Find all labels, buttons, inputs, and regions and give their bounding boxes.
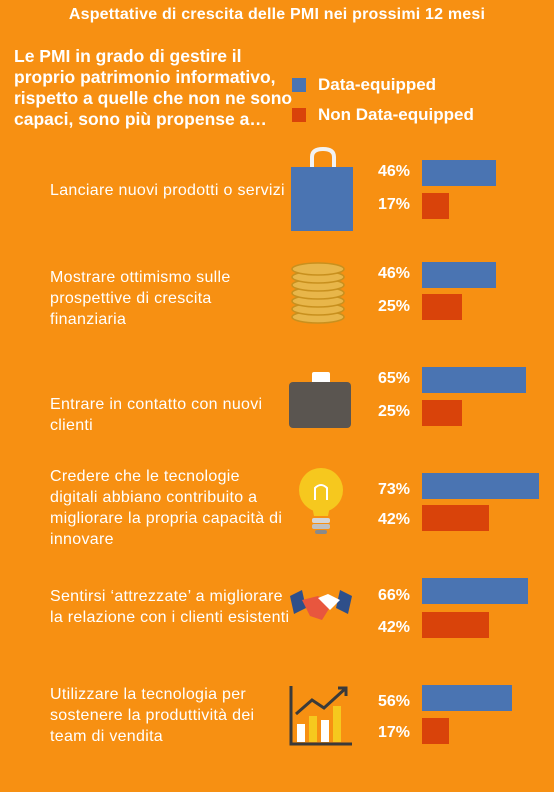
chart-row-2: Mostrare ottimismo sulle prospettive di …: [0, 255, 554, 365]
intro-text: Le PMI in grado di gestire il proprio pa…: [14, 46, 293, 129]
bar-data-equipped: [422, 160, 496, 186]
category-label: Lanciare nuovi prodotti o servizi: [50, 182, 285, 199]
category-label: Utilizzare la tecnologia per sostenere l…: [50, 686, 255, 745]
value-label-data-equipped: 66%: [377, 587, 411, 604]
value-label-data-equipped: 73%: [377, 481, 411, 498]
value-label-data-equipped: 65%: [377, 370, 411, 387]
shopping-bag-icon: [288, 145, 358, 240]
value-label-non-data-equipped: 25%: [377, 403, 411, 420]
chart-row-5: Sentirsi ‘attrezzate’ a migliorare la re…: [0, 576, 554, 686]
growth-chart-icon: [288, 684, 354, 751]
chart-row-6: Utilizzare la tecnologia per sostenere l…: [0, 682, 554, 792]
briefcase-icon: [288, 370, 354, 435]
legend-swatch-non-data-equipped: [292, 108, 306, 122]
bar-data-equipped: [422, 685, 512, 711]
value-label-non-data-equipped: 42%: [377, 511, 411, 528]
value-label-non-data-equipped: 25%: [377, 298, 411, 315]
handshake-icon: [288, 584, 354, 635]
bar-data-equipped: [422, 473, 539, 499]
value-label-non-data-equipped: 17%: [377, 724, 411, 741]
coins-icon: [288, 259, 358, 330]
legend-item-non-data-equipped: Non Data-equipped: [292, 100, 474, 130]
bar-data-equipped: [422, 578, 528, 604]
category-label: Credere che le tecnologie digitali abbia…: [50, 468, 283, 548]
page-title: Aspettative di crescita delle PMI nei pr…: [68, 6, 486, 23]
value-label-data-equipped: 46%: [377, 265, 411, 282]
legend-item-data-equipped: Data-equipped: [292, 70, 474, 100]
category-label: Mostrare ottimismo sulle prospettive di …: [50, 269, 231, 328]
value-label-non-data-equipped: 42%: [377, 619, 411, 636]
value-label-data-equipped: 46%: [377, 163, 411, 180]
chart-row-3: Entrare in contatto con nuovi clienti 65…: [0, 360, 554, 470]
bar-non-data-equipped: [422, 193, 450, 219]
bar-data-equipped: [422, 262, 496, 288]
value-label-data-equipped: 56%: [377, 693, 411, 710]
category-label: Entrare in contatto con nuovi clienti: [50, 396, 263, 434]
category-label: Sentirsi ‘attrezzate’ a migliorare la re…: [50, 588, 290, 626]
legend: Data-equipped Non Data-equipped: [292, 70, 474, 130]
value-label-non-data-equipped: 17%: [377, 196, 411, 213]
chart-row-4: Credere che le tecnologie digitali abbia…: [0, 466, 554, 576]
bar-non-data-equipped: [422, 400, 462, 426]
legend-label-non-data-equipped: Non Data-equipped: [318, 105, 474, 124]
bar-non-data-equipped: [422, 718, 450, 744]
bar-non-data-equipped: [422, 612, 490, 638]
bar-data-equipped: [422, 367, 526, 393]
bar-non-data-equipped: [422, 294, 462, 320]
chart-row-1: Lanciare nuovi prodotti o servizi 46% 17…: [0, 145, 554, 255]
lightbulb-icon: [296, 466, 346, 541]
legend-label-data-equipped: Data-equipped: [318, 75, 437, 94]
legend-swatch-data-equipped: [292, 78, 306, 92]
bar-non-data-equipped: [422, 505, 490, 531]
